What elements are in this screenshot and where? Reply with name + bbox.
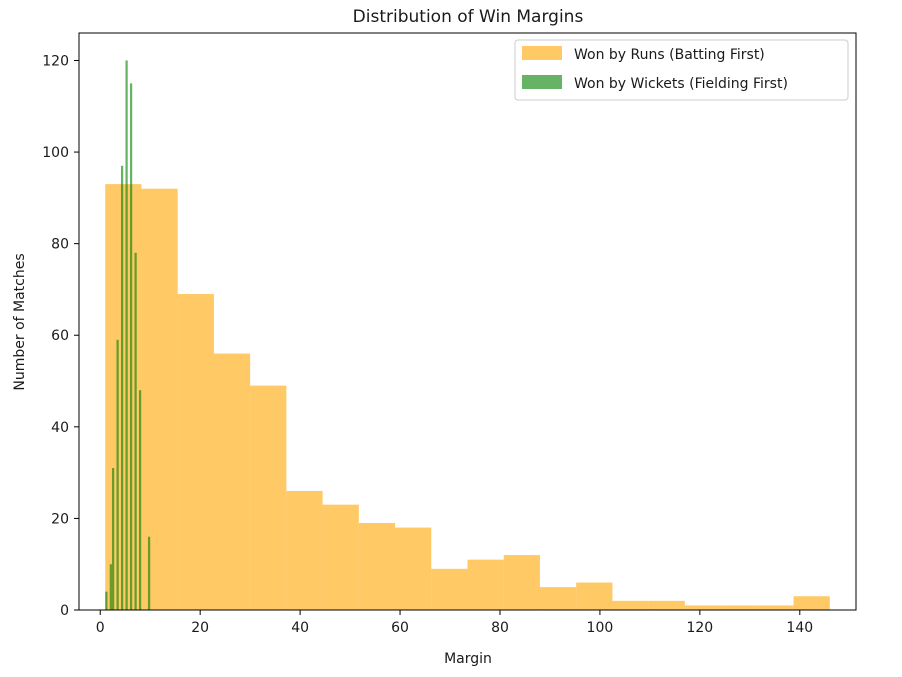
bar-series-0-bin-1 <box>141 188 178 610</box>
x-tick-label: 40 <box>291 620 309 636</box>
bar-series-1-bin-19 <box>147 536 151 610</box>
bar-series-0-bin-9 <box>431 568 468 610</box>
bar-series-1-bin-2 <box>109 564 112 610</box>
x-tick-label: 60 <box>391 620 409 636</box>
y-axis-ticks: 0 20 40 60 80 100 120 <box>42 53 79 619</box>
x-tick-label: 0 <box>96 620 105 636</box>
x-tick-label: 120 <box>686 620 713 636</box>
bar-series-1-bin-11 <box>129 83 133 611</box>
y-tick-label: 80 <box>51 237 69 253</box>
plot-frame <box>78 32 857 611</box>
y-axis-label: Number of Matches <box>12 253 28 390</box>
bars-layer <box>105 60 830 611</box>
x-tick-label: 100 <box>587 620 614 636</box>
bar-series-0-bin-13 <box>576 582 613 610</box>
y-tick-label: 60 <box>51 328 69 344</box>
legend-box <box>514 39 849 101</box>
x-tick-label: 140 <box>786 620 813 636</box>
x-axis-ticks: 0 20 40 60 80 100 120 140 <box>96 610 813 636</box>
legend: Won by Runs (Batting First) Won by Wicke… <box>514 39 849 101</box>
bar-series-0-bin-17 <box>721 605 758 610</box>
bar-series-0-bin-19 <box>793 596 830 610</box>
bar-series-1-bin-9 <box>125 60 128 611</box>
x-axis-label: Margin <box>444 651 492 667</box>
bar-series-0-bin-5 <box>286 490 323 610</box>
chart-title: Distribution of Win Margins <box>353 7 584 27</box>
bar-series-1-bin-3 <box>111 468 115 610</box>
bar-series-0-bin-6 <box>322 504 359 610</box>
y-tick-label: 20 <box>51 511 69 527</box>
bar-series-0-bin-3 <box>213 353 251 610</box>
x-tick-label: 20 <box>191 620 209 636</box>
x-tick-label: 80 <box>491 620 509 636</box>
bar-series-0-bin-14 <box>612 600 649 610</box>
y-tick-label: 120 <box>42 53 69 69</box>
legend-swatch-wickets <box>522 75 562 89</box>
bar-series-1-bin-7 <box>120 165 124 611</box>
bar-series-1-bin-13 <box>134 252 137 610</box>
bar-series-1-bin-5 <box>116 339 119 610</box>
bar-series-0-bin-15 <box>648 600 685 610</box>
bar-series-0-bin-7 <box>358 522 396 610</box>
legend-swatch-runs <box>522 46 562 60</box>
bar-series-0-bin-18 <box>757 605 794 610</box>
bar-series-1-bin-0 <box>105 591 108 610</box>
bar-series-0-bin-12 <box>539 587 577 610</box>
bar-series-0-bin-4 <box>250 385 287 610</box>
bar-series-0-bin-2 <box>177 294 214 610</box>
bar-series-0-bin-11 <box>503 555 540 610</box>
legend-label-wickets: Won by Wickets (Fielding First) <box>574 76 788 92</box>
bar-series-0-bin-8 <box>395 527 432 610</box>
legend-label-runs: Won by Runs (Batting First) <box>574 47 765 63</box>
y-tick-label: 0 <box>60 603 69 619</box>
bar-series-1-bin-15 <box>138 390 142 610</box>
y-tick-label: 100 <box>42 145 69 161</box>
y-tick-label: 40 <box>51 420 69 436</box>
bar-series-0-bin-16 <box>684 605 722 610</box>
bar-series-0-bin-10 <box>467 559 504 610</box>
